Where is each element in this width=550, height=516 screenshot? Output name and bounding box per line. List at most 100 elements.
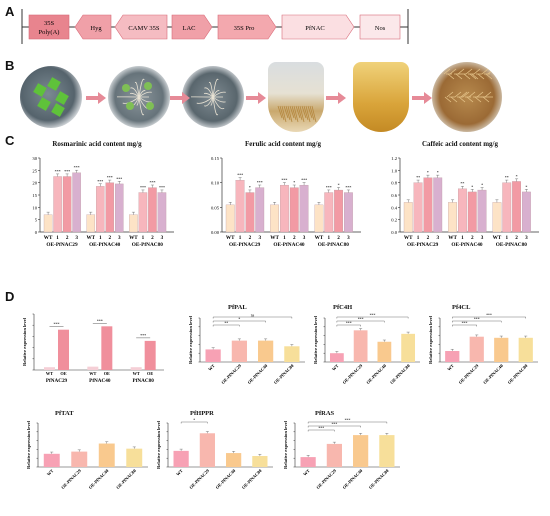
y-tick-label: 0 [35, 230, 38, 235]
bar [144, 340, 156, 370]
significance-label: *** [149, 180, 155, 185]
panel-letter-c: C [5, 133, 15, 148]
pfnac-expression-chart: Relative expression level WT OE *** PfNAC29 W… [22, 313, 164, 384]
significance-label: *** [97, 179, 103, 184]
significance-label: *** [140, 185, 146, 190]
bar [353, 435, 369, 467]
significance-label: *** [54, 322, 60, 327]
category-label: OE-PfNAC29 [60, 468, 82, 490]
category-label: OE-PfNAC80 [115, 468, 137, 490]
bar [225, 204, 235, 233]
category-label: 1 [56, 235, 59, 241]
category-label: 2 [471, 235, 474, 241]
category-label: WT [446, 363, 455, 372]
category-label: WT [44, 235, 53, 241]
roots-in-flask-photo [268, 62, 324, 132]
harvested-roots-dish-photo [432, 62, 502, 132]
group-label: OE-PfNAC40 [451, 242, 483, 248]
bar [343, 192, 353, 233]
category-label: OE-PfNAC29 [188, 468, 210, 490]
significance-label: * [193, 419, 195, 423]
bar [129, 214, 138, 233]
construct-segment [114, 14, 168, 40]
category-label: OE-PfNAC80 [389, 363, 411, 385]
category-label: OE-PfNAC29 [220, 363, 242, 385]
y-axis-label: Relative expression level [283, 420, 288, 469]
series-label: WT [133, 371, 140, 376]
significance-label: ns [251, 314, 255, 318]
category-label: 2 [293, 235, 296, 241]
category-label: 1 [283, 235, 286, 241]
bar [300, 457, 316, 467]
y-tick-label: 0.10 [211, 181, 220, 186]
bar [235, 180, 245, 233]
category-label: 3 [75, 235, 78, 241]
bar [126, 448, 143, 467]
bar [255, 187, 265, 233]
category-label: 2 [108, 235, 111, 241]
caffeic-chart: 0.00.20.40.60.81.01.2WT**1*2*3OE-PfNAC29… [391, 156, 539, 248]
y-tick-label: 0.8 [391, 181, 397, 186]
bar [469, 336, 484, 362]
series-label: OE [147, 371, 153, 376]
y-tick-label: 1.0 [391, 168, 397, 173]
category-label: WT [270, 235, 279, 241]
bar [105, 182, 115, 233]
category-label: 1 [505, 235, 508, 241]
bar [86, 214, 96, 233]
significance-label: *** [462, 322, 468, 326]
significance-label: *** [64, 169, 70, 174]
bar [326, 443, 342, 467]
bar [245, 192, 255, 233]
category-label: OE-PfNAC80 [368, 468, 390, 490]
significance-label: *** [107, 175, 113, 180]
bar [299, 184, 309, 233]
bar [413, 182, 423, 233]
category-label: 1 [461, 235, 464, 241]
construct-segment [28, 14, 70, 40]
category-label: 2 [515, 235, 518, 241]
chart-title-ferulic: Ferulic acid content mg/g [244, 140, 321, 148]
construct-diagram: 35S Poly(A) Hyg CAMV 35S LAC 35S Pro PfNAC Nos [21, 9, 409, 44]
bar [205, 349, 221, 362]
bar [258, 340, 274, 362]
significance-label: ** [460, 181, 464, 186]
bar [521, 191, 531, 233]
significance-label: *** [332, 423, 338, 427]
bar [62, 176, 72, 233]
category-label: OE-PfNAC40 [482, 363, 504, 385]
chart-title-pf4cl: Pf4CL [452, 304, 471, 311]
category-label: 2 [151, 235, 154, 241]
construct-label: Hyg [90, 25, 102, 32]
significance-label: * [293, 180, 295, 185]
bar [445, 351, 460, 362]
group-label: OE-PfNAC80 [132, 242, 164, 248]
category-label: 3 [258, 235, 261, 241]
category-label: WT [46, 468, 55, 477]
bar [324, 192, 334, 233]
bar [467, 191, 477, 233]
significance-label: *** [257, 180, 263, 185]
bar [379, 435, 395, 467]
bar [518, 337, 533, 362]
bar [87, 366, 99, 370]
category-label: 1 [142, 235, 145, 241]
series-label: WT [89, 371, 96, 376]
pipeline-arrow-icon [246, 92, 266, 104]
significance-label: *** [346, 322, 352, 326]
construct-segment [217, 14, 277, 40]
significance-label: * [427, 170, 429, 175]
category-label: WT [175, 468, 184, 477]
bar [44, 367, 55, 370]
significance-label: *** [370, 314, 376, 318]
construct-label: Nos [375, 25, 386, 32]
bar [448, 202, 458, 233]
category-label: 2 [337, 235, 340, 241]
y-tick-label: 20 [32, 181, 37, 186]
y-tick-label: 30 [32, 156, 37, 161]
significance-label: * [516, 174, 518, 179]
bar [226, 453, 242, 467]
bar [138, 192, 148, 233]
